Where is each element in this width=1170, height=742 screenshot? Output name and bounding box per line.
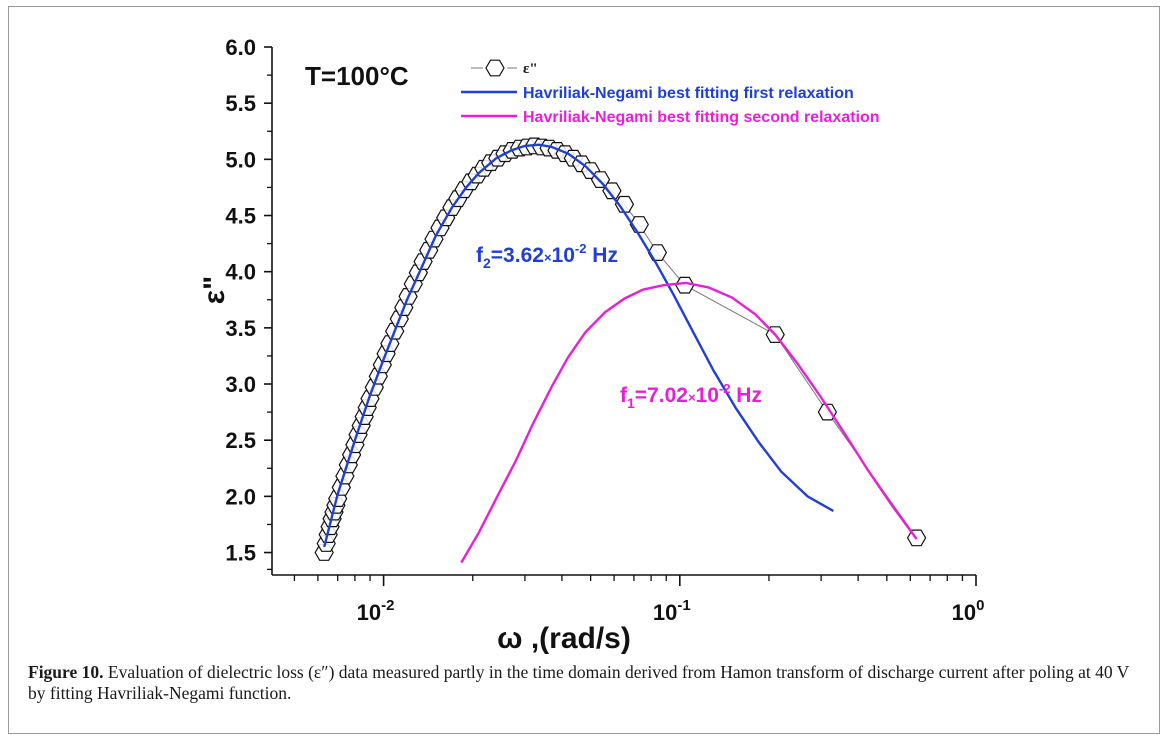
data-point-hexagon <box>675 276 695 294</box>
legend: ε" Havriliak-Negami best fitting first re… <box>461 59 880 126</box>
y-tick-label: 3.0 <box>225 372 256 397</box>
y-tick-label: 5.5 <box>225 91 256 116</box>
data-point-hexagon <box>602 182 622 200</box>
x-tick-base: 10 <box>952 600 976 625</box>
f2-annotation-times: × <box>544 250 552 265</box>
chart: 1.52.02.53.03.54.04.55.05.56.010-2 10-1 10… <box>198 35 984 655</box>
caption-label: Figure 10. <box>28 662 104 682</box>
legend-label-data: ε" <box>523 61 538 77</box>
f2-annotation: f2=3.62×10-2 Hz <box>476 241 618 271</box>
f1-annotation-subscript: 1 <box>627 395 635 411</box>
x-axis-label: ω ,(rad/s) <box>497 622 631 655</box>
x-tick-exponent: 0 <box>976 597 984 614</box>
f1-annotation: f1=7.02×10-2 Hz <box>620 381 762 411</box>
f2-annotation-prefix: f <box>476 244 484 267</box>
y-tick-label: 4.5 <box>225 204 256 229</box>
caption-text: Evaluation of dielectric loss (ε″) data … <box>28 662 1129 703</box>
y-tick-label: 1.5 <box>225 541 256 566</box>
legend-label-first-relaxation: Havriliak-Negami best fitting first rela… <box>523 85 854 102</box>
x-tick-label: 10-2 <box>357 597 395 625</box>
legend-label-second-relaxation: Havriliak-Negami best fitting second rel… <box>523 109 880 126</box>
f1-annotation-prefix: f <box>620 384 628 407</box>
f1-annotation-base: 10 <box>696 384 719 407</box>
f1-annotation-times: × <box>688 390 696 405</box>
f2-annotation-base: 10 <box>552 244 575 267</box>
series-first-relaxation-line <box>323 143 834 548</box>
x-tick-exponent: -1 <box>677 597 690 614</box>
x-tick-label: 10-1 <box>653 597 691 625</box>
figure-caption: Figure 10. Evaluation of dielectric loss… <box>28 662 1138 704</box>
f1-annotation-unit: Hz <box>730 384 762 407</box>
y-tick-label: 3.5 <box>225 316 256 341</box>
plot-area: 1.52.02.53.03.54.04.55.05.56.010-2 10-1 10… <box>198 35 984 655</box>
data-point-hexagon <box>614 195 635 213</box>
figure-frame <box>8 6 1160 734</box>
x-tick-base: 10 <box>357 600 381 625</box>
f2-annotation-value: =3.62 <box>491 244 544 267</box>
f1-annotation-exponent: -2 <box>719 381 731 396</box>
legend-hexagon-marker <box>485 59 505 77</box>
y-tick-label: 4.0 <box>225 260 256 285</box>
y-tick-label: 5.0 <box>225 147 256 172</box>
f2-annotation-exponent: -2 <box>575 241 587 256</box>
f2-annotation-unit: Hz <box>586 244 618 267</box>
x-tick-base: 10 <box>653 600 677 625</box>
temperature-annotation: T=100°C <box>305 61 409 91</box>
x-tick-label: 100 <box>952 597 985 625</box>
y-tick-label: 6.0 <box>225 35 256 60</box>
series-second-relaxation-line <box>460 281 918 564</box>
y-tick-label: 2.5 <box>225 428 256 453</box>
f1-annotation-value: =7.02 <box>635 384 688 407</box>
y-tick-label: 2.0 <box>225 484 256 509</box>
y-axis-label: ε" <box>198 276 231 304</box>
x-tick-exponent: -2 <box>381 597 394 614</box>
f2-annotation-subscript: 2 <box>483 255 491 271</box>
